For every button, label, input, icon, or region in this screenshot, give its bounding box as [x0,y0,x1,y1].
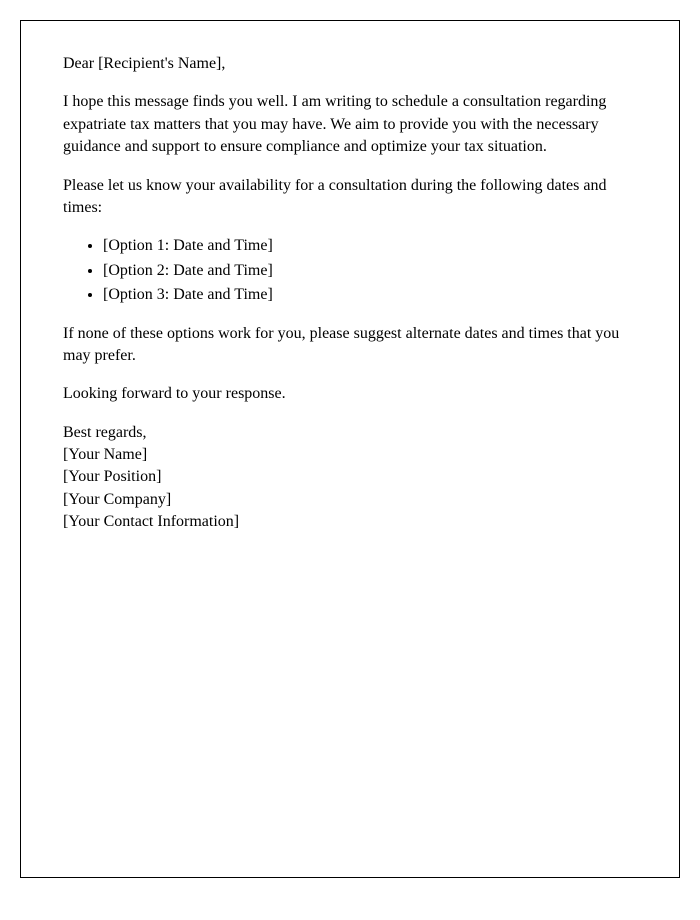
list-item: [Option 3: Date and Time] [103,284,637,306]
signature-block: Best regards, [Your Name] [Your Position… [63,422,637,534]
letter-page: Dear [Recipient's Name], I hope this mes… [20,20,680,878]
signature-company: [Your Company] [63,489,637,511]
signature-name: [Your Name] [63,444,637,466]
intro-paragraph: I hope this message finds you well. I am… [63,91,637,158]
options-list: [Option 1: Date and Time] [Option 2: Dat… [103,235,637,306]
alternate-paragraph: If none of these options work for you, p… [63,323,637,368]
list-item: [Option 1: Date and Time] [103,235,637,257]
availability-prompt: Please let us know your availability for… [63,175,637,220]
greeting: Dear [Recipient's Name], [63,53,637,75]
closing-paragraph: Looking forward to your response. [63,383,637,405]
list-item: [Option 2: Date and Time] [103,260,637,282]
closing-salutation: Best regards, [63,422,637,444]
signature-contact: [Your Contact Information] [63,511,637,533]
signature-position: [Your Position] [63,466,637,488]
